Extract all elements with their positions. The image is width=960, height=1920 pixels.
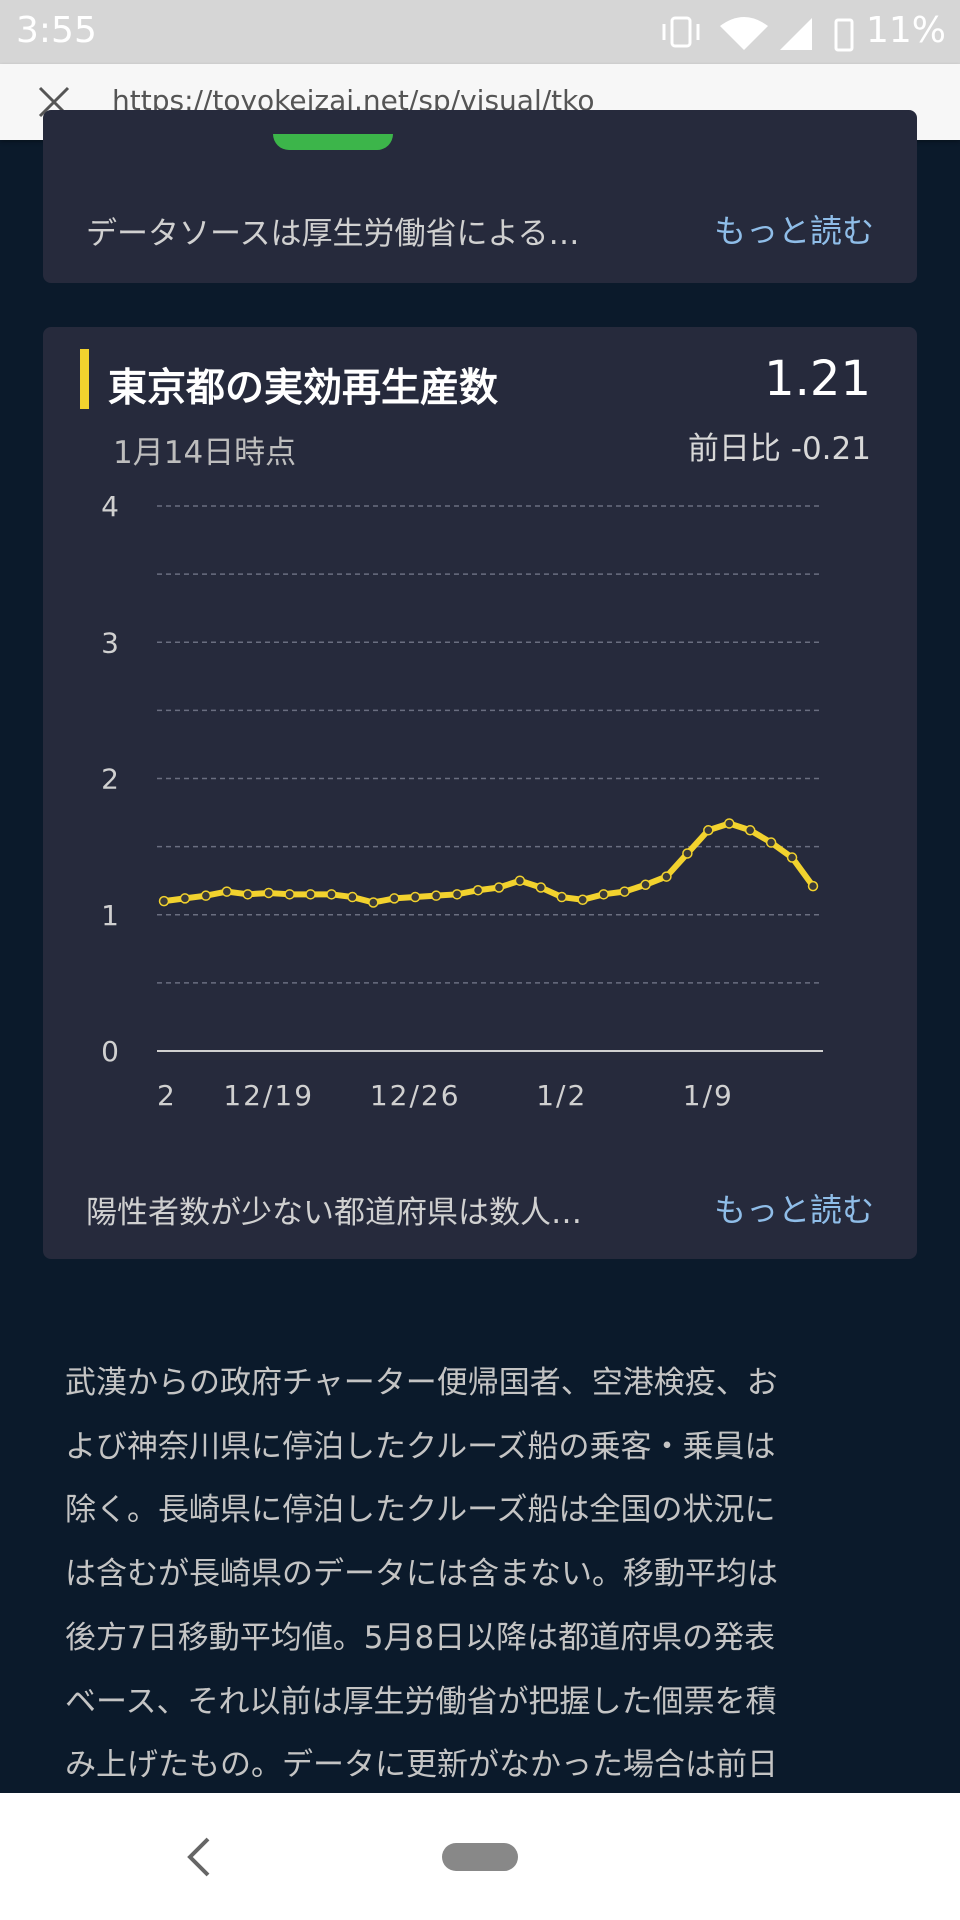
data-point [577,894,588,906]
footnote-line: よび神奈川県に停泊したクルーズ船の乗客・乗員は [65,1428,776,1465]
read-more[interactable]: もっと読む [713,212,874,250]
card-summary: データソースは厚生労働省による… [86,216,580,252]
y-tick-label: 2 [101,763,119,796]
status-icons [662,16,854,52]
data-point [368,897,379,908]
data-point [682,848,693,859]
data-point [807,880,819,892]
data-point [430,890,442,901]
y-tick-label: 4 [101,490,119,523]
data-point [409,891,421,903]
footnote-line: ベース、それ以前は厚生労働省が把握した個票を積 [65,1683,777,1720]
data-point [640,879,651,891]
x-tick-label: 2 [157,1079,177,1112]
back-button[interactable] [180,1835,220,1879]
data-point [389,893,400,904]
data-point [472,884,484,896]
data-point [514,875,526,886]
y-tick-label: 1 [101,899,119,932]
data-point [242,889,253,900]
card-summary: 陽性者数が少ない都道府県は数人… [86,1195,582,1231]
footnote: 武漢からの政府チャーター便帰国者、空港検疫、お よび神奈川県に停泊したクルーズ船の… [65,1352,778,1798]
day-change: 前日比 -0.21 [687,431,871,467]
card: データソースは厚生労働省による… もっと読む [43,110,917,283]
accent-bar [80,349,89,409]
line [161,820,816,906]
battery-level: 11% [865,10,946,51]
y-tick-label: 0 [101,1035,119,1068]
footnote-line: み上げたもの。データに更新がなかった場合は前日 [65,1747,778,1784]
clock: 3:55 [16,10,97,51]
footnote-line: 除く。長崎県に停泊したクルーズ船は全国の状況に [65,1492,776,1529]
data-point [556,891,568,903]
data-point [493,882,505,893]
data-point [284,889,295,900]
card: 東京都の実効再生産数 1.21 1月14日時点 前日比 -0.21 陽性者数が少… [43,327,917,1259]
footnote-line: 後方7日移動平均値。5月8日以降は都道府県の発表 [65,1619,776,1656]
chart: 0 1 2 3 4 2 12/19 12/26 1/2 1/9 [101,490,823,1112]
data-point [179,893,191,904]
data-point [535,882,547,893]
data-point [598,889,609,900]
data-point [221,886,233,897]
as-of-date: 1月14日時点 [113,435,297,471]
data-point [305,889,316,900]
current-value: 1.21 [764,351,871,407]
data-point [326,889,337,900]
nav-bar [0,1793,960,1920]
data-point [744,825,756,836]
y-tick-label: 3 [101,626,119,659]
data-point [158,895,170,907]
data-point [724,818,735,829]
x-tick-label: 12/26 [370,1079,461,1112]
x-tick-label: 1/2 [536,1079,587,1112]
data-point [765,837,777,848]
home-button[interactable] [442,1843,518,1871]
x-tick-label: 12/19 [223,1079,314,1112]
data-point [661,871,672,882]
toggle [273,134,393,150]
data-point [451,889,463,900]
footnote-line: は含むが長崎県のデータには含まない。移動平均は [65,1556,778,1593]
footnote-line: 武漢からの政府チャーター便帰国者、空港検疫、お [65,1365,778,1401]
data-point [703,825,714,836]
data-point [786,852,798,863]
read-more[interactable]: もっと読む [713,1191,874,1229]
x-tick-label: 1/9 [683,1079,734,1112]
card-title: 東京都の実効再生産数 [108,366,499,411]
data-point [619,886,630,897]
status-bar: 3:55 11% [0,0,960,64]
data-point [200,890,212,901]
data-point [347,891,358,903]
data-point [263,887,274,899]
